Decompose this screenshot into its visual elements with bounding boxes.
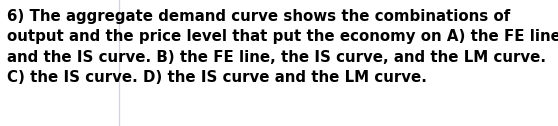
Text: 6) The aggregate demand curve shows the combinations of
output and the price lev: 6) The aggregate demand curve shows the … bbox=[7, 9, 558, 85]
